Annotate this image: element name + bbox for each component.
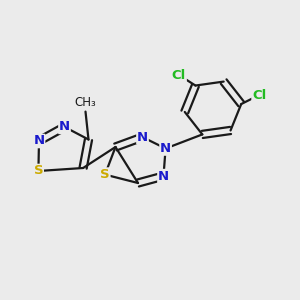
Text: N: N: [33, 134, 45, 148]
Text: CH₃: CH₃: [75, 96, 96, 109]
Text: S: S: [34, 164, 43, 178]
Text: Cl: Cl: [252, 88, 266, 101]
Text: N: N: [59, 120, 70, 134]
Text: Cl: Cl: [172, 68, 186, 82]
Text: N: N: [137, 130, 148, 144]
Text: S: S: [100, 168, 110, 181]
Text: N: N: [158, 169, 169, 183]
Text: N: N: [160, 142, 171, 155]
